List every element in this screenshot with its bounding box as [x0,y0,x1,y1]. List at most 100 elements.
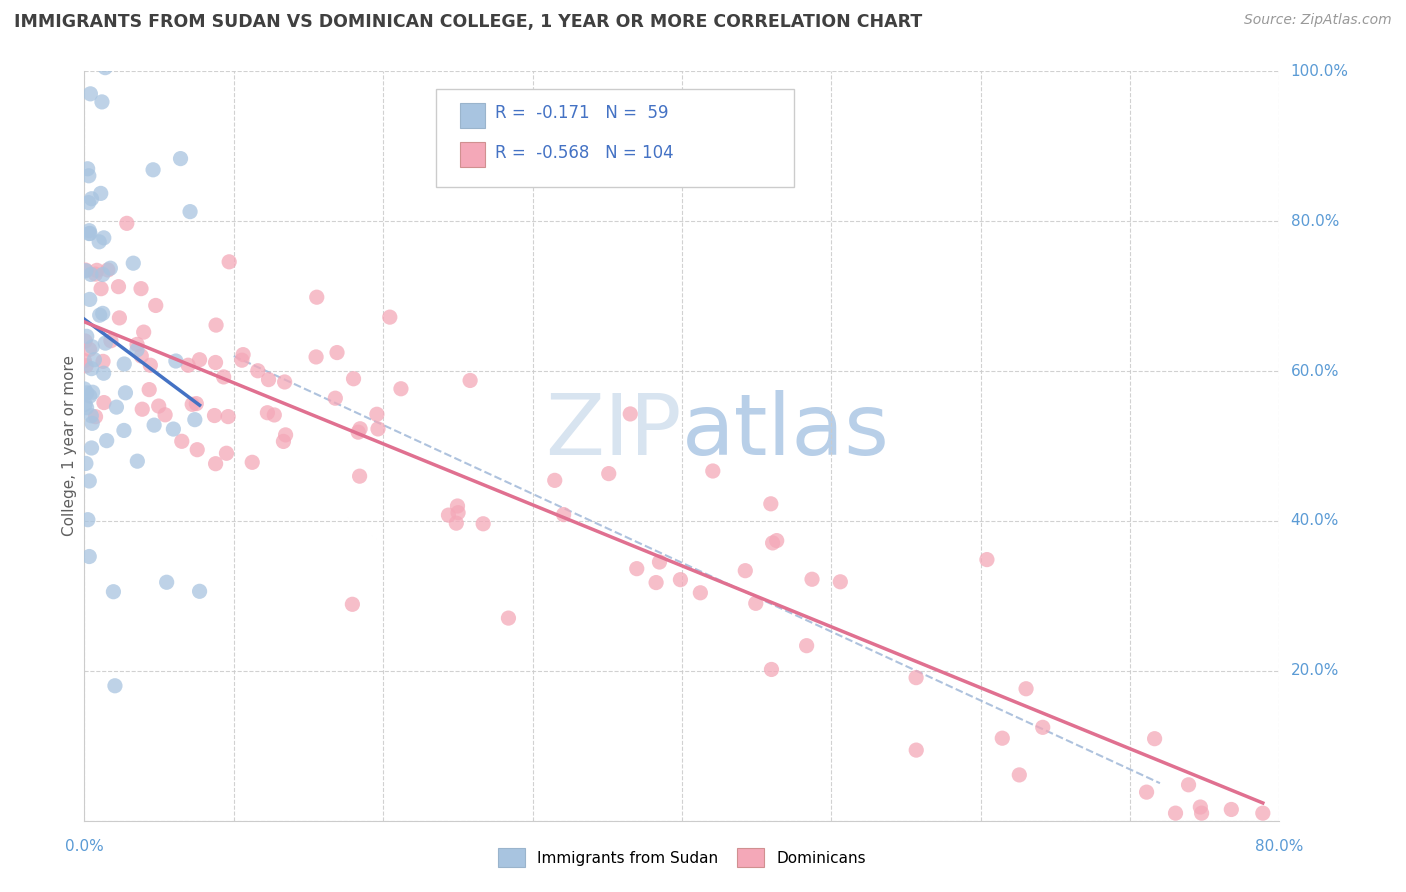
Point [188,352,211,367]
Point [122,256,145,270]
Point [79,293,101,307]
Point [75,457,97,471]
Legend: Immigrants from Sudan, Dominicans: Immigrants from Sudan, Dominicans [492,842,872,873]
Point [437,508,460,522]
Point [86,263,108,277]
Point [91,354,114,368]
Point [79,343,101,357]
Point [274,428,297,442]
Point [1177,778,1199,792]
Point [162,422,184,436]
Point [75,359,97,373]
Point [127,454,149,468]
Point [98,261,121,276]
Point [82,340,104,354]
Point [82,385,104,400]
Point [181,397,204,411]
Point [80,192,103,206]
Point [170,434,193,449]
Y-axis label: College, 1 year or more: College, 1 year or more [62,356,77,536]
Point [129,282,152,296]
Point [232,348,254,362]
Point [745,596,768,610]
Point [76,161,98,176]
Point [94,336,117,351]
Point [79,389,101,403]
Point [349,422,371,436]
Point [96,434,118,448]
Point [188,584,211,599]
Point [796,639,818,653]
Point [80,361,103,376]
Point [205,318,228,332]
Point [326,345,349,359]
Point [114,385,136,400]
Point [105,400,128,414]
Point [80,441,103,455]
Point [273,375,295,389]
Text: IMMIGRANTS FROM SUDAN VS DOMINICAN COLLEGE, 1 YEAR OR MORE CORRELATION CHART: IMMIGRANTS FROM SUDAN VS DOMINICAN COLLE… [14,13,922,31]
Point [689,586,711,600]
Point [1143,731,1166,746]
Point [80,409,103,423]
Point [204,409,226,423]
Point [132,325,155,339]
Point [129,349,152,363]
Point [761,663,783,677]
Point [83,352,105,367]
Point [79,49,101,63]
Point [177,358,200,372]
Point [801,572,824,586]
Point [156,575,179,590]
Point [93,231,115,245]
Point [991,731,1014,746]
Point [89,308,111,322]
Point [349,469,371,483]
Point [759,497,782,511]
Text: R =  -0.171   N =  59: R = -0.171 N = 59 [495,104,668,122]
Point [103,584,125,599]
Point [76,513,98,527]
Point [645,575,668,590]
Point [75,264,97,278]
Point [91,95,114,109]
Point [107,279,129,293]
Point [1135,785,1157,799]
Point [125,343,148,357]
Text: 20.0%: 20.0% [1291,664,1339,678]
Text: atlas: atlas [682,390,890,473]
Point [215,446,238,460]
Point [73,353,96,368]
Point [256,406,278,420]
Point [186,442,208,457]
Point [231,353,253,368]
Point [112,357,135,371]
Point [905,743,928,757]
Point [323,391,346,405]
Point [762,536,785,550]
Text: 0.0%: 0.0% [65,839,104,855]
Point [76,329,98,343]
Text: 80.0%: 80.0% [1291,214,1339,228]
Point [165,354,187,368]
Point [75,397,97,411]
Point [108,310,131,325]
Point [186,396,208,410]
Point [179,204,201,219]
Point [73,382,96,396]
Point [139,358,162,372]
Point [1251,806,1274,821]
Point [389,382,412,396]
Point [263,408,285,422]
Text: R =  -0.568   N = 104: R = -0.568 N = 104 [495,144,673,161]
Point [145,298,167,312]
Point [77,169,100,183]
Point [1189,800,1212,814]
Point [648,555,671,569]
Point [342,372,364,386]
Point [77,195,100,210]
Point [84,267,107,281]
Point [217,409,239,424]
Point [1032,720,1054,734]
Point [77,474,100,488]
